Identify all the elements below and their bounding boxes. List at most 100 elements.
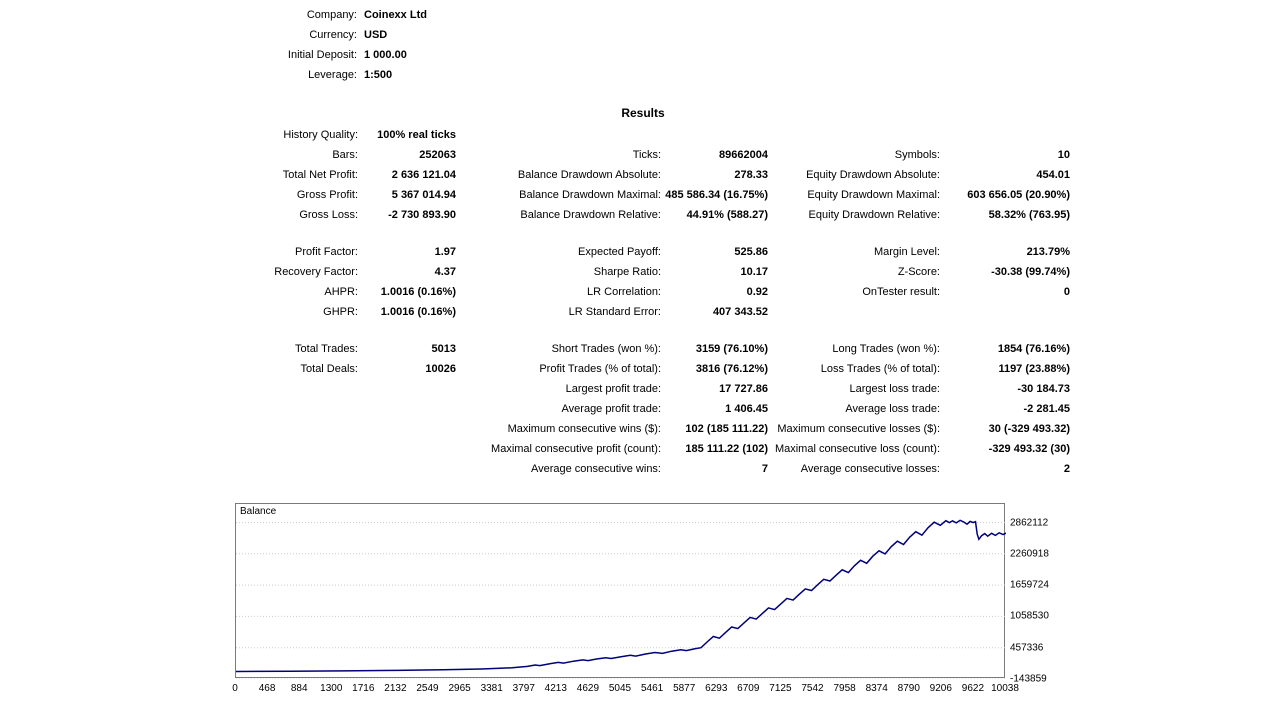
x-axis-label: 5045 — [608, 683, 632, 694]
result-label: Equity Drawdown Maximal: — [807, 189, 940, 201]
result-label: Balance Drawdown Relative: — [520, 209, 661, 221]
result-value: 30 (-329 493.32) — [988, 423, 1070, 435]
result-label: Margin Level: — [873, 246, 940, 258]
result-label: Ticks: — [632, 149, 661, 161]
result-label: Expected Payoff: — [578, 246, 661, 258]
results-row: Maximal consecutive profit (count): 185 1… — [100, 439, 1070, 459]
result-label: AHPR: — [324, 286, 358, 298]
header-row: Leverage: 1:500 — [97, 65, 427, 85]
result-label: Profit Trades (% of total): — [539, 363, 661, 375]
results-row: Recovery Factor: 4.37 Sharpe Ratio: 10.17 Z-… — [100, 262, 1070, 282]
result-value: 485 586.34 (16.75%) — [665, 189, 768, 201]
results-row: Profit Factor: 1.97 Expected Payoff: 525.86… — [100, 242, 1070, 262]
header-row: Company: Coinexx Ltd — [97, 5, 427, 25]
result-label: Maximal consecutive loss (count): — [774, 443, 940, 455]
result-value: 525.86 — [734, 246, 768, 258]
result-value: -2 730 893.90 — [388, 209, 456, 221]
y-axis-label: 457336 — [1010, 642, 1044, 654]
result-value: 2 636 121.04 — [391, 169, 456, 181]
x-axis-label: 0 — [232, 683, 238, 694]
result-value: 102 (185 111.22) — [685, 423, 768, 435]
result-label: Bars: — [332, 149, 358, 161]
x-axis-label: 9622 — [961, 683, 985, 694]
x-axis-label: 1300 — [320, 683, 343, 694]
result-label: Equity Drawdown Absolute: — [806, 169, 940, 181]
result-label: Largest profit trade: — [565, 383, 661, 395]
result-value: 1.0016 (0.16%) — [380, 306, 456, 318]
result-label: Balance Drawdown Absolute: — [517, 169, 661, 181]
result-label: Symbols: — [894, 149, 940, 161]
result-value: -30.38 (99.74%) — [991, 266, 1070, 278]
x-axis-label: 7125 — [769, 683, 792, 694]
result-value: 603 656.05 (20.90%) — [967, 189, 1070, 201]
report-header: Company: Coinexx Ltd Currency: USD Initial D… — [97, 5, 427, 85]
result-label: Recovery Factor: — [274, 266, 358, 278]
header-row: Currency: USD — [97, 25, 427, 45]
header-value: 1 000.00 — [364, 49, 407, 61]
x-axis-label: 10038 — [991, 683, 1019, 694]
result-value: 213.79% — [1026, 246, 1070, 258]
result-value: -329 493.32 (30) — [988, 443, 1070, 455]
result-label: Equity Drawdown Relative: — [808, 209, 940, 221]
result-label: Maximum consecutive wins ($): — [507, 423, 661, 435]
balance-curve-chart — [236, 519, 1006, 679]
result-value: 100% real ticks — [377, 129, 456, 141]
results-row: Gross Profit: 5 367 014.94 Balance Drawdow… — [100, 185, 1070, 205]
y-axis-label: 2862112 — [1010, 517, 1049, 529]
result-value: 185 111.22 (102) — [685, 443, 768, 455]
balance-chart-box: Balance — [235, 503, 1006, 679]
result-label: Average loss trade: — [845, 403, 940, 415]
result-label: Total Deals: — [300, 363, 358, 375]
result-value: 1 406.45 — [725, 403, 768, 415]
results-row: Total Net Profit: 2 636 121.04 Balance Dra… — [100, 165, 1070, 185]
x-axis-label: 884 — [290, 683, 308, 694]
x-axis-label: 4629 — [576, 683, 600, 694]
header-value: 1:500 — [364, 69, 393, 81]
header-label: Initial Deposit: — [287, 49, 357, 61]
x-axis-label: 1716 — [352, 683, 375, 694]
results-row: History Quality: 100% real ticks — [100, 125, 1070, 145]
x-axis-label: 468 — [258, 683, 276, 694]
result-value: 1197 (23.88%) — [998, 363, 1070, 375]
result-label: Z-Score: — [897, 266, 940, 278]
result-value: 1.0016 (0.16%) — [380, 286, 456, 298]
x-axis-label: 7542 — [801, 683, 824, 694]
result-value: 407 343.52 — [712, 306, 768, 318]
result-value: 1854 (76.16%) — [997, 343, 1070, 355]
result-value: 0.92 — [746, 286, 768, 298]
results-row: Total Deals: 10026 Profit Trades (% of tot… — [100, 359, 1070, 379]
result-value: 4.37 — [434, 266, 456, 278]
x-axis-label: 3381 — [480, 683, 503, 694]
result-value: 7 — [761, 463, 768, 475]
x-axis-label: 5461 — [640, 683, 664, 694]
y-axis-label: 2260918 — [1010, 548, 1049, 560]
result-label: Largest loss trade: — [849, 383, 941, 395]
result-label: Total Net Profit: — [282, 169, 358, 181]
x-axis-label: 4213 — [544, 683, 567, 694]
y-axis-label: 1058530 — [1010, 610, 1049, 622]
result-label: GHPR: — [323, 306, 358, 318]
result-label: Profit Factor: — [295, 246, 358, 258]
x-axis-label: 2132 — [384, 683, 407, 694]
x-axis-label: 9206 — [929, 683, 952, 694]
result-value: 0 — [1063, 286, 1070, 298]
result-label: Long Trades (won %): — [832, 343, 940, 355]
results-row: Total Trades: 5013 Short Trades (won %): 31… — [100, 339, 1070, 359]
chart-x-axis-labels: 0 468 884 1300 1716 2132 2549 2965 3381 3797 4213 4… — [232, 683, 1019, 697]
results-row: Largest profit trade: 17 727.86 Largest lo… — [100, 379, 1070, 399]
result-value: 10026 — [425, 363, 456, 375]
result-value: 10.17 — [740, 266, 768, 278]
header-label: Currency: — [309, 29, 357, 41]
results-spacer — [100, 225, 1070, 242]
result-label: Gross Loss: — [299, 209, 358, 221]
result-value: 1.97 — [434, 246, 456, 258]
result-value: 5 367 014.94 — [391, 189, 456, 201]
y-axis-label: 1659724 — [1010, 579, 1049, 591]
result-value: 454.01 — [1036, 169, 1070, 181]
result-label: Average profit trade: — [561, 403, 661, 415]
x-axis-label: 6709 — [737, 683, 760, 694]
result-value: 2 — [1063, 463, 1070, 475]
result-value: 3159 (76.10%) — [695, 343, 768, 355]
y-axis-label: -143859 — [1010, 673, 1047, 685]
